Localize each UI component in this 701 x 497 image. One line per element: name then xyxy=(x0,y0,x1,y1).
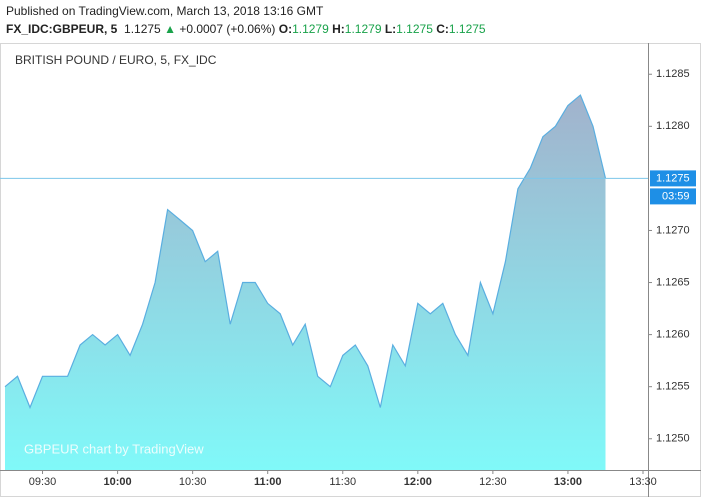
y-tick-label: 1.1250 xyxy=(656,433,690,445)
up-arrow: ▲ xyxy=(164,22,176,36)
y-tick-label: 1.1280 xyxy=(656,120,690,132)
x-tick-label: 11:00 xyxy=(254,476,282,488)
last-price-box xyxy=(650,170,696,187)
symbol-bar: FX_IDC:GBPEUR, 5 1.1275 ▲ +0.0007 (+0.06… xyxy=(6,22,486,36)
ohlc-value: 1.1275 xyxy=(448,22,486,36)
x-tick-label: 13:00 xyxy=(554,476,582,488)
x-tick-label: 11:30 xyxy=(329,476,356,488)
ohlc-label: L: xyxy=(384,22,397,36)
change: +0.0007 (+0.06%) xyxy=(179,22,276,36)
x-tick-label: 10:30 xyxy=(179,476,207,488)
countdown: 03:59 xyxy=(662,190,690,202)
ohlc-label: C: xyxy=(436,22,449,36)
price: 1.1275 xyxy=(124,22,161,36)
x-tick-label: 10:00 xyxy=(104,476,132,488)
ohlc-value: 1.1279 xyxy=(292,22,329,36)
x-tick-label: 12:30 xyxy=(479,476,507,488)
countdown-box xyxy=(650,188,696,205)
x-tick-label: 09:30 xyxy=(29,476,57,488)
y-tick-label: 1.1285 xyxy=(656,68,690,80)
y-tick-label: 1.1265 xyxy=(656,276,690,288)
symbol: FX_IDC:GBPEUR, 5 xyxy=(6,22,118,36)
y-tick-label: 1.1255 xyxy=(656,381,690,393)
x-tick-label: 12:00 xyxy=(404,476,432,488)
ohlc-value: 1.1279 xyxy=(344,22,382,36)
x-tick-label: 13:30 xyxy=(629,476,657,488)
ohlc-label: O: xyxy=(278,22,293,36)
published: Published on TradingView.com, March 13, … xyxy=(6,4,324,18)
chart-title: BRITISH POUND / EURO, 5, FX_IDC xyxy=(15,53,217,67)
ohlc-label: H: xyxy=(332,22,345,36)
watermark: GBPEUR chart by TradingView xyxy=(24,441,204,456)
area-fill xyxy=(5,95,606,470)
price-line xyxy=(4,94,607,410)
ohlc: O:1.1279 H:1.1279 L:1.1275 C:1.1275 xyxy=(279,22,486,36)
y-tick-label: 1.1260 xyxy=(656,329,690,341)
y-tick-label: 1.1270 xyxy=(656,224,690,236)
ohlc-value: 1.1275 xyxy=(396,22,433,36)
last-price-label: 1.1275 xyxy=(656,172,690,184)
